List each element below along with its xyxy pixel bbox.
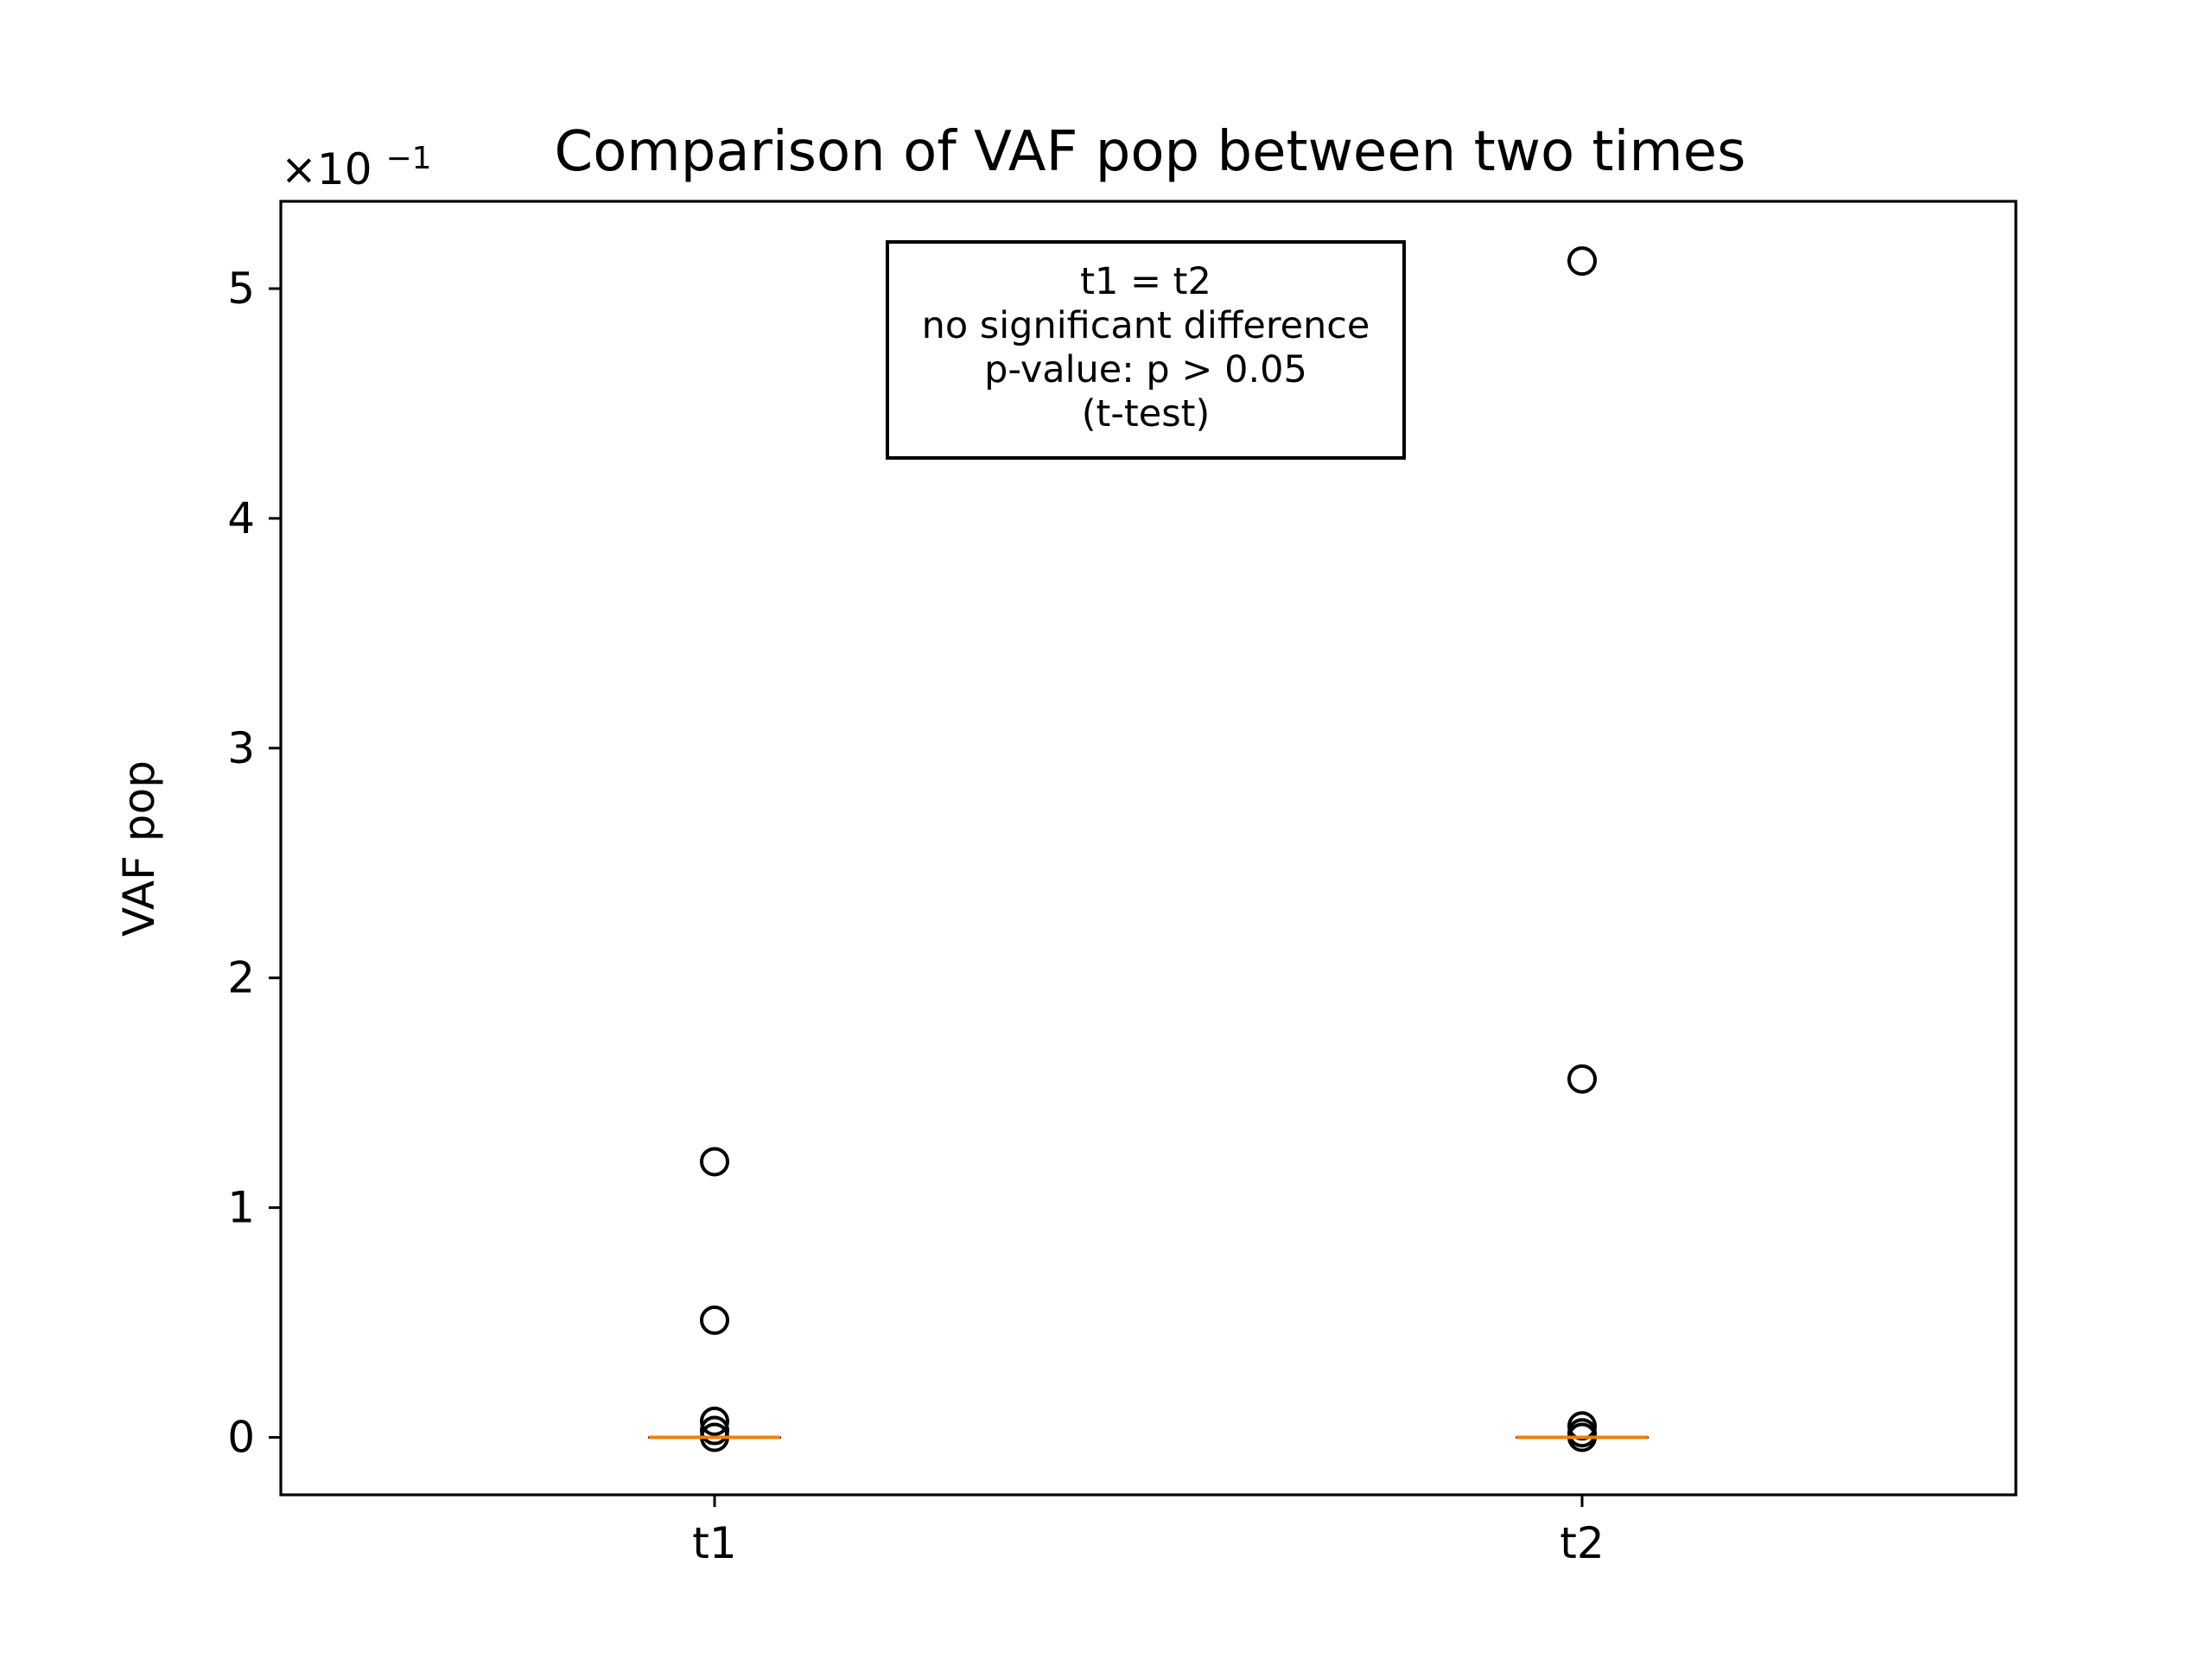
x-tick-label: t2 [1560,1518,1604,1568]
y-offset-base: ×10 [281,144,372,194]
x-axis-ticks: t1 t2 [692,1495,1605,1568]
box-t2 [1516,246,1649,1452]
plot-area [648,246,1649,1452]
outlier-point [700,1305,729,1335]
annotation-frame [886,240,1406,460]
annotation-line: no significant difference [922,304,1370,347]
y-tick-label: 2 [227,953,255,1003]
annotation-line: t1 = t2 [1080,260,1211,303]
x-tick-label: t1 [692,1518,736,1568]
annotation-line: p-value: p > 0.05 [984,348,1307,391]
box-t1 [648,1147,781,1452]
outlier-point [700,1406,729,1436]
y-tick-label: 1 [227,1183,255,1233]
y-tick-label: 0 [227,1413,255,1463]
y-axis-label: VAF pop [114,760,164,937]
axes-frame [279,200,2018,1497]
outlier-point [1567,1064,1597,1094]
y-axis-offset-label: ×10 −1 [281,141,432,194]
outlier-point [1567,246,1597,276]
y-tick-label: 4 [227,493,255,543]
y-tick-label: 5 [227,264,255,314]
y-tick-label: 3 [227,723,255,773]
outlier-point [700,1147,729,1177]
chart-title: Comparison of VAF pop between two times [555,120,1746,184]
y-axis-ticks: 0 1 2 3 4 5 [227,264,281,1463]
annotation-line: (t-test) [1082,392,1211,435]
y-offset-exponent: −1 [385,141,431,176]
